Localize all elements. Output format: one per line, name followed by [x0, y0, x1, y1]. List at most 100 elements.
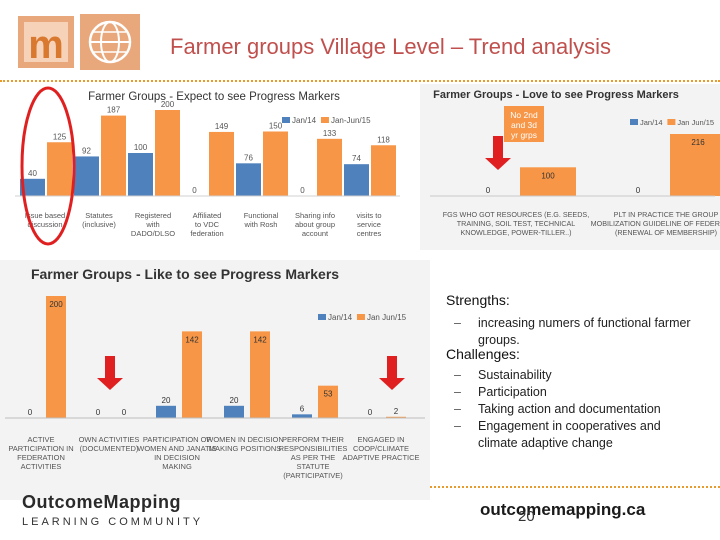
brand-left: OutcomeMapping: [22, 492, 181, 512]
data-label: 0: [368, 408, 373, 417]
highlight-ellipse: [20, 86, 76, 246]
category-label: FGS WHO GOT RESOURCES (E.G. SEEDS, TRAINI…: [443, 210, 589, 237]
bar: [101, 115, 126, 196]
red-arrow-head: [379, 378, 405, 390]
data-label: 74: [352, 154, 361, 163]
data-label: 149: [215, 122, 229, 131]
legend-swatch: [318, 314, 326, 320]
bar: [263, 131, 288, 196]
bar: [344, 164, 369, 196]
page-number: 20: [518, 508, 535, 525]
bar: [317, 138, 342, 196]
bar: [155, 110, 180, 196]
legend-swatch: [282, 117, 290, 123]
category-label: Issue based discussion: [25, 211, 65, 229]
challenge-item: Sustainability: [478, 368, 552, 382]
bar: [250, 331, 270, 418]
bar: [156, 405, 176, 418]
bar: [292, 414, 312, 418]
data-label: 100: [134, 143, 148, 152]
bar: [236, 163, 261, 196]
bar: [46, 296, 66, 418]
chart-title: Farmer Groups - Like to see Progress Mar…: [31, 266, 339, 282]
strength-dash: –: [454, 316, 461, 330]
red-arrow-shaft: [493, 136, 503, 158]
category-label: Registered with DADO/DLSO: [131, 211, 175, 238]
strength-item: increasing numers of functional farmer g…: [478, 316, 691, 347]
legend-swatch: [320, 117, 329, 123]
legend-label: Jan/14: [640, 118, 663, 127]
data-label: 20: [230, 396, 239, 405]
category-label: WOMEN IN DECISION MAKING POSITIONS: [206, 435, 284, 453]
legend-label: Jan Jun/15: [677, 118, 714, 127]
chart-title: Farmer Groups - Expect to see Progress M…: [88, 91, 340, 103]
love-chart: Farmer Groups - Love to see Progress Mar…: [420, 84, 720, 250]
category-label: OWN ACTIVITIES (DOCUMENTED): [79, 435, 140, 453]
bar: [20, 178, 45, 196]
logo-m-icon: m: [18, 16, 74, 68]
data-label: 76: [244, 153, 253, 162]
header-divider: [0, 80, 720, 82]
category-label: ACTIVE PARTICIPATION IN FEDERATION ACTIVITI…: [8, 435, 73, 471]
red-arrow-shaft: [387, 356, 397, 378]
challenge-item: Engagement in cooperatives and climate a…: [478, 419, 661, 450]
category-label: visits to service centres: [356, 211, 381, 238]
category-label: PLT IN PRACTICE THE GROUP MOBILIZATION GU…: [591, 210, 720, 237]
category-label: Functional with Rosh: [244, 211, 279, 229]
bar: [318, 385, 338, 418]
data-label: 2: [394, 407, 399, 416]
data-label: 142: [185, 335, 199, 344]
strengths-heading: Strengths:: [446, 292, 510, 308]
data-label: 216: [691, 138, 705, 147]
globe-logo-icon: [80, 14, 140, 70]
legend-label: Jan/14: [328, 313, 353, 322]
category-label: Affiliated to VDC federation: [190, 211, 223, 238]
data-label: 40: [28, 169, 37, 178]
legend-label: Jan/14: [292, 116, 317, 125]
challenge-item: Participation: [478, 385, 547, 399]
data-label: 92: [82, 146, 91, 155]
red-arrow-head: [97, 378, 123, 390]
data-label: 133: [323, 129, 337, 138]
data-label: 0: [122, 408, 127, 417]
bar: [128, 153, 153, 196]
legend-label: Jan-Jun/15: [331, 116, 371, 125]
legend-label: Jan Jun/15: [367, 313, 407, 322]
challenge-dash: –: [454, 385, 461, 399]
data-label: 200: [161, 100, 175, 109]
bar: [520, 167, 576, 196]
data-label: 0: [96, 408, 101, 417]
brand-left-sub: LEARNING COMMUNITY: [22, 516, 204, 528]
bar: [47, 142, 72, 196]
data-label: 20: [162, 396, 171, 405]
data-label: 6: [300, 404, 305, 413]
red-arrow-shaft: [105, 356, 115, 378]
category-label: PERFORM THEIR RESPONSIBILITIES AS PER THE S…: [279, 435, 348, 480]
legend-swatch: [667, 119, 676, 125]
data-label: 187: [107, 106, 121, 115]
callout-box: [504, 106, 544, 142]
challenge-dash: –: [454, 419, 461, 433]
chart-title: Farmer Groups - Love to see Progress Mar…: [433, 89, 679, 101]
category-label: PARTICIPATION OF WOMEN AND JANATIS IN DECI…: [137, 435, 216, 471]
category-label: ENGAGED IN COOP/CLIMATE ADAPTIVE PRACTICE: [342, 435, 419, 462]
data-label: 0: [486, 186, 491, 195]
bar: [386, 416, 406, 418]
data-label: 0: [300, 186, 305, 195]
brand-right: outcomemapping.ca: [480, 500, 646, 519]
bar: [74, 156, 99, 196]
footer-divider: [430, 486, 720, 488]
data-label: 200: [49, 300, 63, 309]
expect-chart: Farmer Groups - Expect to see Progress M…: [0, 84, 408, 260]
data-label: 100: [541, 171, 555, 180]
like-chart: Farmer Groups - Like to see Progress Mar…: [0, 260, 430, 500]
bar: [224, 405, 244, 418]
data-label: 125: [53, 132, 67, 141]
challenges-heading: Challenges:: [446, 346, 520, 362]
category-label: Statutes (inclusive): [82, 211, 116, 229]
data-label: 53: [324, 390, 333, 399]
data-label: 150: [269, 122, 283, 131]
bar: [670, 134, 720, 196]
data-label: 0: [28, 408, 33, 417]
bar: [182, 331, 202, 418]
